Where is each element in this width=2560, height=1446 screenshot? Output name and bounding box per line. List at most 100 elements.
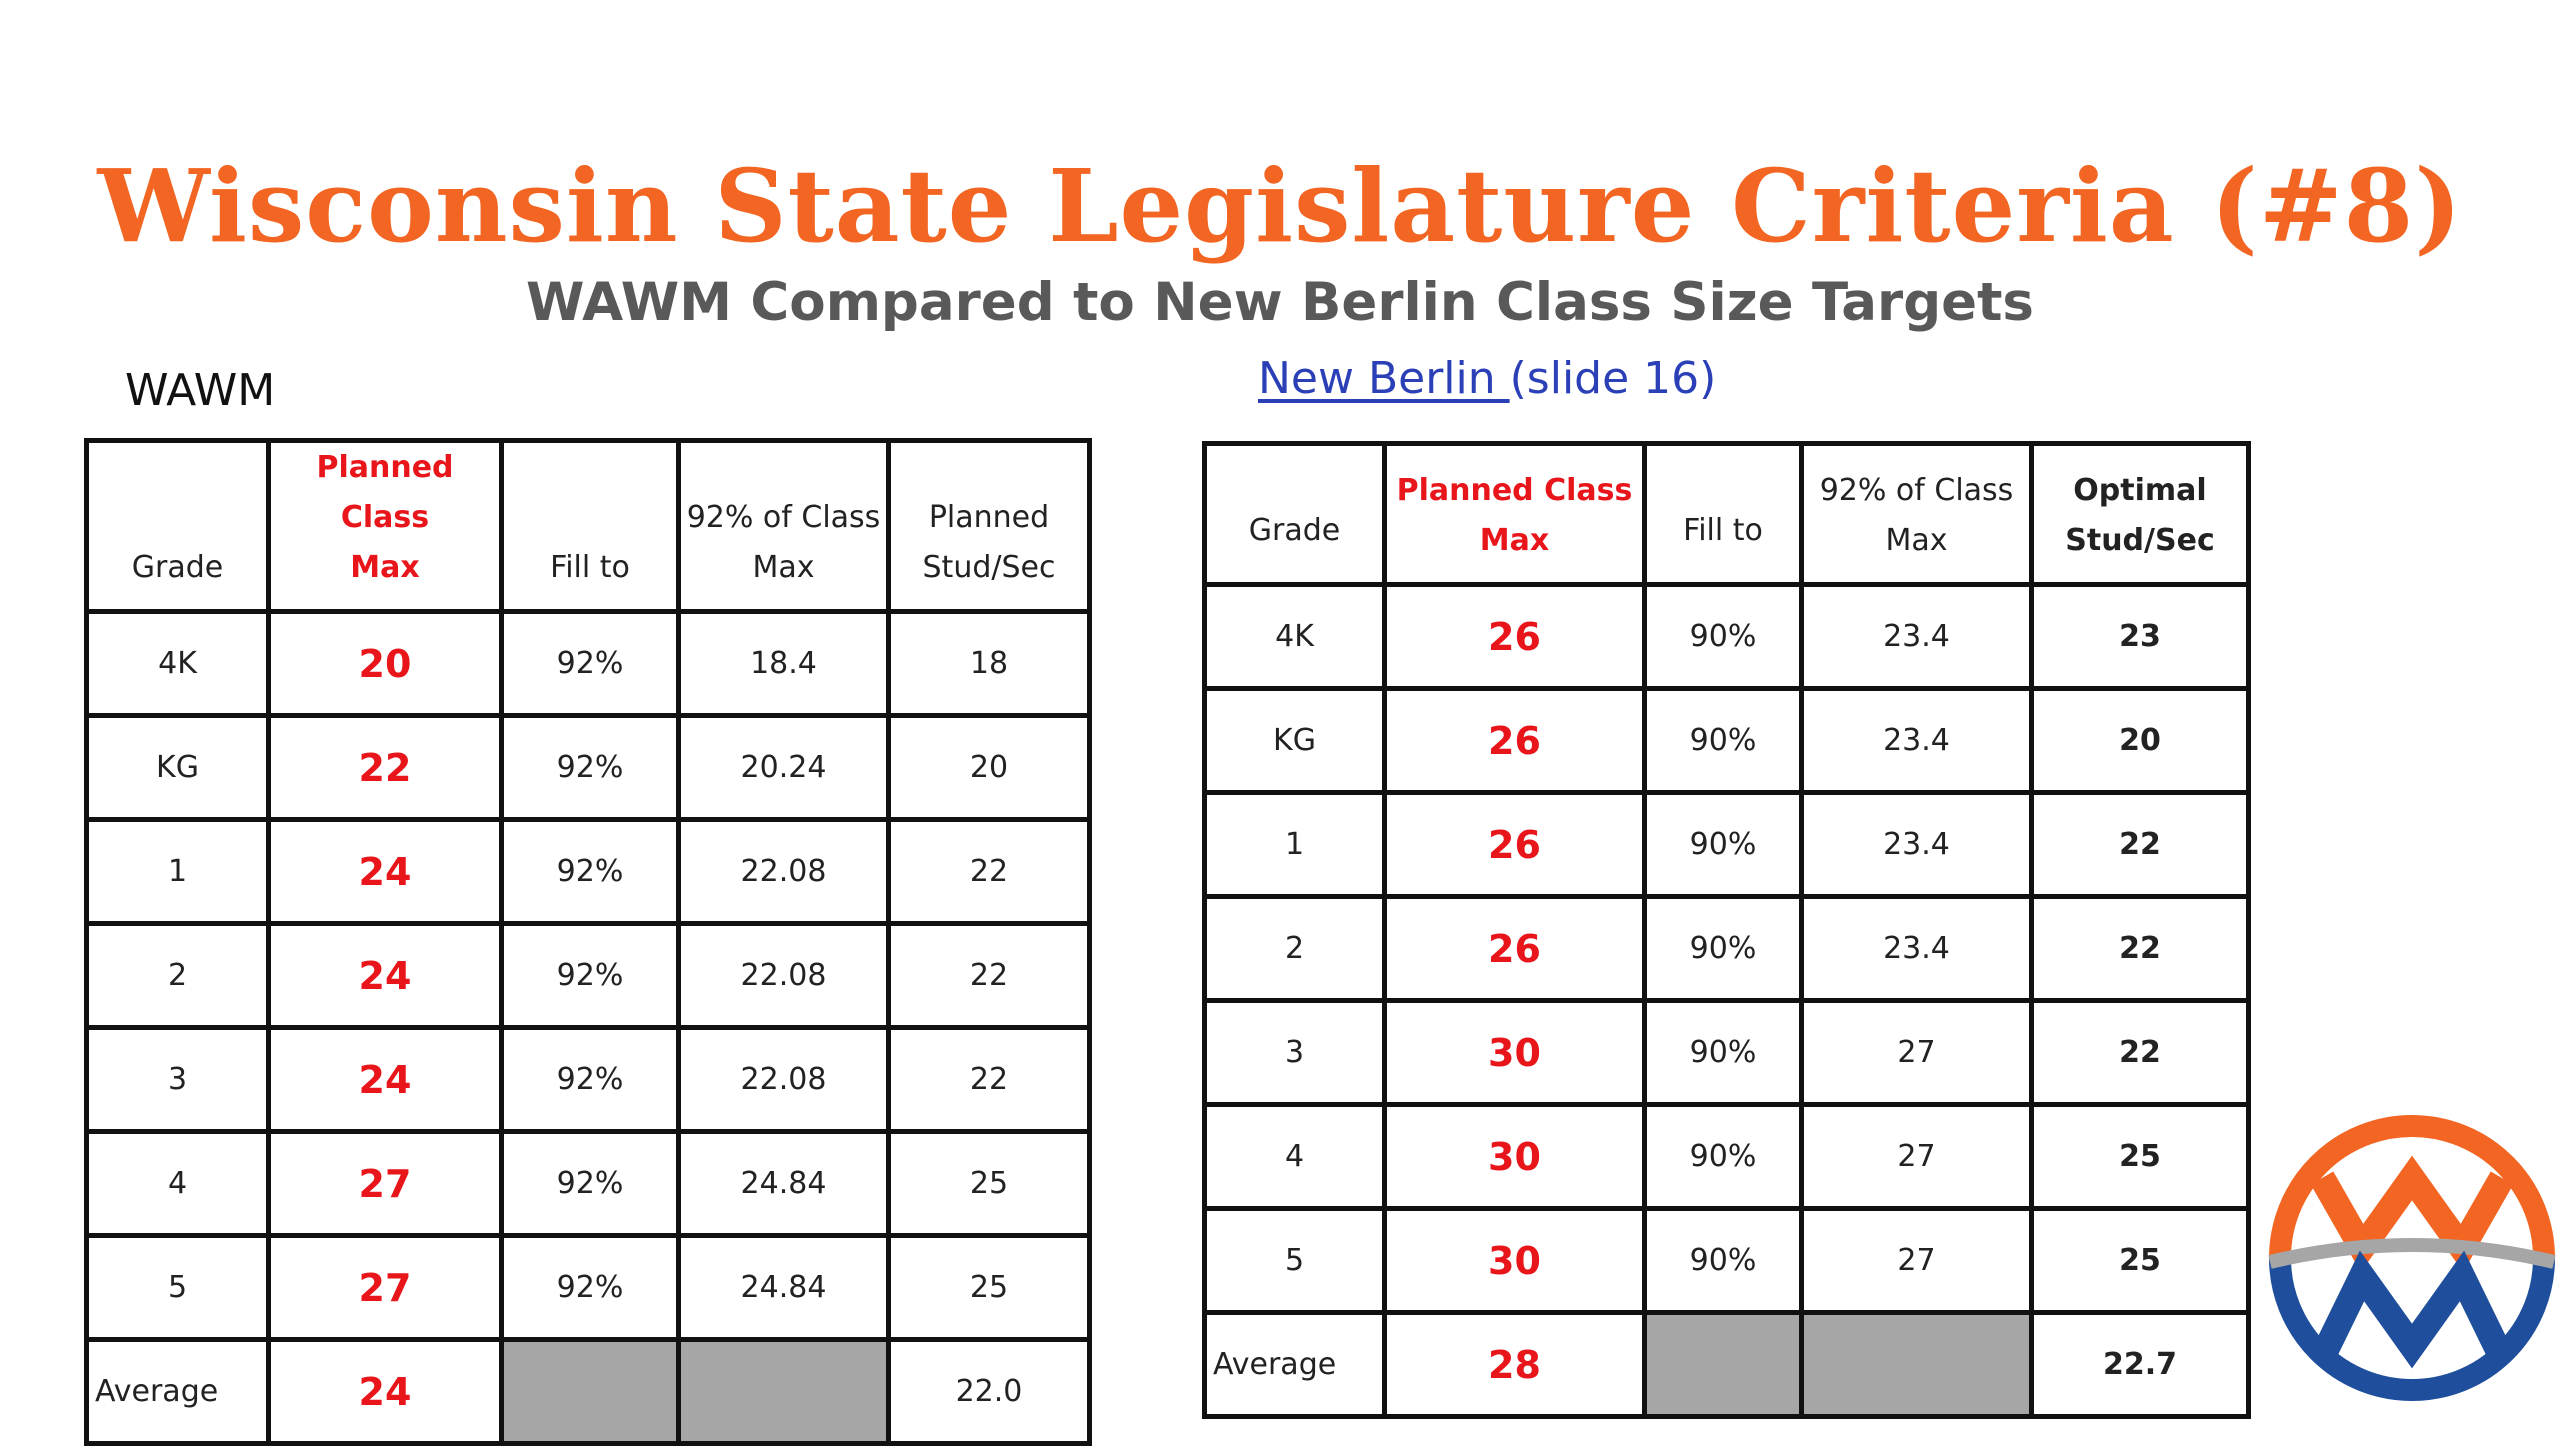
header-pct-class-max: 92% of Class Max <box>1799 441 2034 587</box>
grade-cell: 4 <box>84 1129 271 1238</box>
stud-sec-cell: 25 <box>2029 1206 2251 1315</box>
class-max-cell: 26 <box>1382 790 1647 899</box>
fill-cell: 92% <box>499 713 681 822</box>
pct-cell: 27 <box>1799 998 2034 1107</box>
fill-cell: 92% <box>499 1129 681 1238</box>
average-label: Average <box>1202 1310 1387 1419</box>
grade-cell: 4K <box>1202 582 1387 691</box>
class-max-cell: 27 <box>266 1129 504 1238</box>
empty-cell <box>1642 1310 1804 1419</box>
header-grade: Grade <box>1202 441 1387 587</box>
class-max-cell: 26 <box>1382 686 1647 795</box>
table-row: 4K 20 92% 18.4 18 <box>84 609 1092 718</box>
stud-sec-cell: 25 <box>886 1233 1092 1342</box>
table-row: KG 22 92% 20.24 20 <box>84 713 1092 822</box>
header-planned-stud-sec: Planned Stud/Sec <box>886 438 1092 614</box>
header-fill-to: Fill to <box>1642 441 1804 587</box>
pct-cell: 22.08 <box>676 817 891 926</box>
header-fill-to: Fill to <box>499 438 681 614</box>
wawm-label: WAWM <box>125 365 276 416</box>
slide-title: Wisconsin State Legislature Criteria (#8… <box>97 147 2463 265</box>
stud-sec-cell: 22 <box>2029 998 2251 1107</box>
new-berlin-table: Grade Planned Class Max Fill to 92% of Cl… <box>1202 441 2251 1419</box>
stud-sec-cell: 20 <box>886 713 1092 822</box>
new-berlin-label: New Berlin (slide 16) <box>1258 353 1716 404</box>
table-row: 1 26 90% 23.4 22 <box>1202 790 2251 899</box>
table-header-row: Grade Planned Class Max Fill to 92% of Cl… <box>1202 441 2251 587</box>
class-max-cell: 26 <box>1382 894 1647 1003</box>
class-max-cell: 26 <box>1382 582 1647 691</box>
table-row: 4 30 90% 27 25 <box>1202 1102 2251 1211</box>
stud-sec-cell: 22 <box>2029 790 2251 899</box>
table-row: 2 24 92% 22.08 22 <box>84 921 1092 1030</box>
average-label: Average <box>84 1337 271 1446</box>
new-berlin-link[interactable]: New Berlin <box>1258 353 1510 404</box>
pct-cell: 23.4 <box>1799 582 2034 691</box>
stud-sec-cell: 22 <box>886 817 1092 926</box>
table-row: 5 27 92% 24.84 25 <box>84 1233 1092 1342</box>
class-max-cell: 24 <box>266 817 504 926</box>
average-class-max: 28 <box>1382 1310 1647 1419</box>
table-header-row: Grade Planned Class Max Fill to 92% of Cl… <box>84 438 1092 614</box>
pct-cell: 24.84 <box>676 1233 891 1342</box>
fill-cell: 90% <box>1642 686 1804 795</box>
grade-cell: 1 <box>84 817 271 926</box>
fill-cell: 90% <box>1642 582 1804 691</box>
pct-cell: 24.84 <box>676 1129 891 1238</box>
pct-cell: 27 <box>1799 1102 2034 1211</box>
stud-sec-cell: 20 <box>2029 686 2251 795</box>
class-max-cell: 30 <box>1382 1206 1647 1315</box>
class-max-cell: 20 <box>266 609 504 718</box>
empty-cell <box>499 1337 681 1446</box>
wawm-table: Grade Planned Class Max Fill to 92% of Cl… <box>84 438 1092 1446</box>
pct-cell: 23.4 <box>1799 894 2034 1003</box>
fill-cell: 92% <box>499 1025 681 1134</box>
header-grade: Grade <box>84 438 271 614</box>
stud-sec-cell: 23 <box>2029 582 2251 691</box>
table-row: 4K 26 90% 23.4 23 <box>1202 582 2251 691</box>
table-row: 5 30 90% 27 25 <box>1202 1206 2251 1315</box>
grade-cell: KG <box>84 713 271 822</box>
pct-cell: 20.24 <box>676 713 891 822</box>
grade-cell: 2 <box>84 921 271 1030</box>
pct-cell: 23.4 <box>1799 686 2034 795</box>
grade-cell: 5 <box>84 1233 271 1342</box>
stud-sec-cell: 22 <box>886 921 1092 1030</box>
table-row: 2 26 90% 23.4 22 <box>1202 894 2251 1003</box>
class-max-cell: 24 <box>266 921 504 1030</box>
grade-cell: 3 <box>1202 998 1387 1107</box>
fill-cell: 92% <box>499 1233 681 1342</box>
pct-cell: 27 <box>1799 1206 2034 1315</box>
empty-cell <box>676 1337 891 1446</box>
grade-cell: 4 <box>1202 1102 1387 1211</box>
table-row: 4 27 92% 24.84 25 <box>84 1129 1092 1238</box>
table-row: 1 24 92% 22.08 22 <box>84 817 1092 926</box>
pct-cell: 22.08 <box>676 1025 891 1134</box>
fill-cell: 90% <box>1642 1102 1804 1211</box>
average-stud-sec: 22.0 <box>886 1337 1092 1446</box>
class-max-cell: 24 <box>266 1025 504 1134</box>
stud-sec-cell: 25 <box>886 1129 1092 1238</box>
fill-cell: 92% <box>499 921 681 1030</box>
stud-sec-cell: 25 <box>2029 1102 2251 1211</box>
grade-cell: 5 <box>1202 1206 1387 1315</box>
class-max-cell: 30 <box>1382 1102 1647 1211</box>
grade-cell: 1 <box>1202 790 1387 899</box>
wm-logo-icon <box>2268 1115 2556 1401</box>
class-max-cell: 22 <box>266 713 504 822</box>
fill-cell: 92% <box>499 609 681 718</box>
pct-cell: 22.08 <box>676 921 891 1030</box>
fill-cell: 90% <box>1642 894 1804 1003</box>
fill-cell: 90% <box>1642 790 1804 899</box>
average-row: Average 24 22.0 <box>84 1337 1092 1446</box>
class-max-cell: 30 <box>1382 998 1647 1107</box>
class-max-cell: 27 <box>266 1233 504 1342</box>
slide-subtitle: WAWM Compared to New Berlin Class Size T… <box>526 272 2034 333</box>
average-stud-sec: 22.7 <box>2029 1310 2251 1419</box>
grade-cell: KG <box>1202 686 1387 795</box>
pct-cell: 23.4 <box>1799 790 2034 899</box>
header-pct-class-max: 92% of Class Max <box>676 438 891 614</box>
header-planned-class-max: Planned Class Max <box>266 438 504 614</box>
stud-sec-cell: 22 <box>886 1025 1092 1134</box>
table-row: KG 26 90% 23.4 20 <box>1202 686 2251 795</box>
